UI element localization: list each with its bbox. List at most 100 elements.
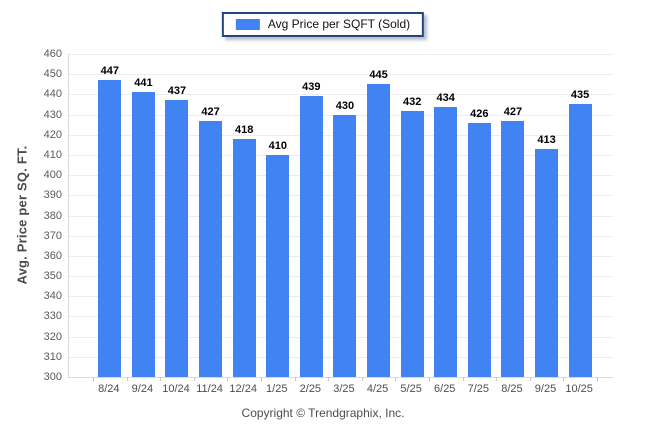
- x-tick-label: 2/25: [299, 383, 322, 395]
- y-tick-label: 360: [43, 249, 62, 262]
- x-axis-tick-labels: 8/24 9/24 10/24 11/24 12/24 1/25 2/25 3/25 4/25 5…: [68, 378, 612, 395]
- x-tick-label: 9/24: [131, 383, 154, 395]
- bar: 413: [535, 134, 559, 377]
- plot-area: 447 441 437 427 418 410 439 430 445 432 434 426 427 4…: [68, 54, 613, 381]
- x-axis-tick: [496, 377, 498, 381]
- bar-column: 427: [496, 54, 530, 377]
- legend-swatch: [235, 18, 260, 30]
- bar-column: 445: [362, 54, 396, 377]
- bar: 439: [299, 81, 323, 377]
- bar-column: 426: [463, 54, 497, 377]
- bar: 418: [232, 124, 256, 377]
- bar-value-label: 427: [201, 105, 220, 118]
- bar-column: 439: [295, 54, 329, 377]
- bar: 426: [467, 108, 491, 377]
- x-axis-tick: [93, 377, 94, 381]
- bar: 435: [568, 89, 592, 377]
- bar: 441: [131, 77, 155, 377]
- bar-value-label: 432: [402, 95, 422, 108]
- y-tick-label: 380: [43, 209, 62, 222]
- footer-copyright: Copyright © Trendgraphix, Inc.: [241, 406, 405, 420]
- x-axis-tick: [563, 377, 565, 381]
- gridline: [69, 74, 613, 76]
- bar-value-label: 418: [234, 123, 254, 136]
- x-tick-label: 12/24: [229, 383, 257, 395]
- x-tick-label: 8/24: [98, 383, 120, 395]
- x-tick-label: 9/25: [534, 383, 557, 395]
- x-axis-tick: [597, 377, 598, 381]
- bar-column: 447: [93, 54, 127, 377]
- y-tick-label: 370: [43, 229, 62, 242]
- bar-value-label: 427: [503, 105, 523, 118]
- gridline: [69, 94, 613, 96]
- y-tick-label: 340: [43, 290, 62, 303]
- bar-column: 418: [227, 54, 261, 377]
- bar-value-label: 434: [436, 91, 455, 104]
- x-axis-tick: [462, 377, 464, 381]
- bar: 427: [199, 106, 223, 377]
- x-axis-tick: [261, 377, 262, 381]
- x-tick-label: 7/25: [467, 383, 490, 395]
- x-axis-tick: [429, 377, 430, 381]
- x-tick-label: 5/25: [400, 383, 422, 395]
- bar: 434: [434, 92, 458, 377]
- bar-value-label: 426: [470, 107, 489, 120]
- legend-label: Avg Price per SQFT (Sold): [267, 17, 411, 31]
- x-axis-tick: [361, 377, 363, 381]
- bar-value-label: 437: [167, 85, 187, 98]
- x-tick-label: 11/24: [196, 383, 223, 395]
- x-tick-label: 10/25: [565, 383, 593, 395]
- x-tick-label: 8/25: [501, 383, 523, 395]
- bar-value-label: 441: [134, 77, 153, 90]
- legend: Avg Price per SQFT (Sold): [221, 12, 425, 37]
- x-axis-tick: [294, 377, 296, 381]
- y-tick-label: 430: [43, 108, 62, 121]
- y-axis-tick-labels: 300 310 320 330 340 350 360 370 380 390 400 410 420 4…: [20, 48, 62, 383]
- bar: 437: [165, 85, 189, 377]
- bar-value-label: 439: [302, 81, 321, 94]
- bar-value-label: 445: [369, 69, 388, 82]
- y-tick-label: 460: [43, 48, 62, 60]
- x-tick-label: 3/25: [333, 383, 355, 395]
- x-tick-label: 1/25: [266, 383, 288, 395]
- bar: 430: [333, 100, 357, 377]
- y-tick-label: 450: [43, 68, 62, 81]
- x-axis-tick: [193, 377, 195, 381]
- y-tick-label: 440: [43, 88, 62, 101]
- y-tick-label: 330: [43, 310, 62, 323]
- y-tick-label: 320: [43, 330, 62, 343]
- bar-value-label: 430: [335, 99, 355, 112]
- y-tick-label: 400: [43, 169, 62, 182]
- x-axis-tick: [529, 377, 531, 381]
- bar-column: 432: [395, 54, 429, 377]
- x-axis-tick: [328, 377, 330, 381]
- bar: 410: [266, 140, 290, 377]
- x-tick-label: 10/24: [162, 383, 190, 395]
- x-axis-tick: [160, 377, 162, 381]
- x-axis-tick: [227, 377, 229, 381]
- y-tick-label: 310: [43, 350, 62, 363]
- bar-column: 434: [429, 54, 463, 377]
- y-tick-label: 350: [43, 270, 62, 283]
- y-tick-label: 410: [43, 148, 62, 161]
- bar: 447: [98, 65, 122, 377]
- bar-column: 437: [160, 54, 194, 377]
- bar: 445: [367, 69, 391, 377]
- gridline: [69, 54, 613, 55]
- bar-value-label: 413: [537, 133, 556, 146]
- bar-column: 410: [261, 54, 295, 377]
- x-tick-label: 6/25: [434, 383, 456, 395]
- bar: 427: [501, 106, 525, 377]
- y-tick-label: 300: [43, 371, 62, 383]
- x-axis-tick: [126, 377, 128, 381]
- bars-container: 447 441 437 427 418 410 439 430 445 432 434 426 427 4…: [69, 54, 613, 377]
- bar: 432: [400, 96, 424, 377]
- x-tick-label: 4/25: [366, 383, 389, 395]
- bar-column: 427: [194, 54, 228, 377]
- bar-value-label: 410: [268, 139, 287, 152]
- y-tick-label: 420: [43, 128, 62, 141]
- bar-column: 413: [530, 54, 564, 377]
- bar-column: 441: [127, 54, 161, 377]
- y-tick-label: 390: [43, 189, 62, 202]
